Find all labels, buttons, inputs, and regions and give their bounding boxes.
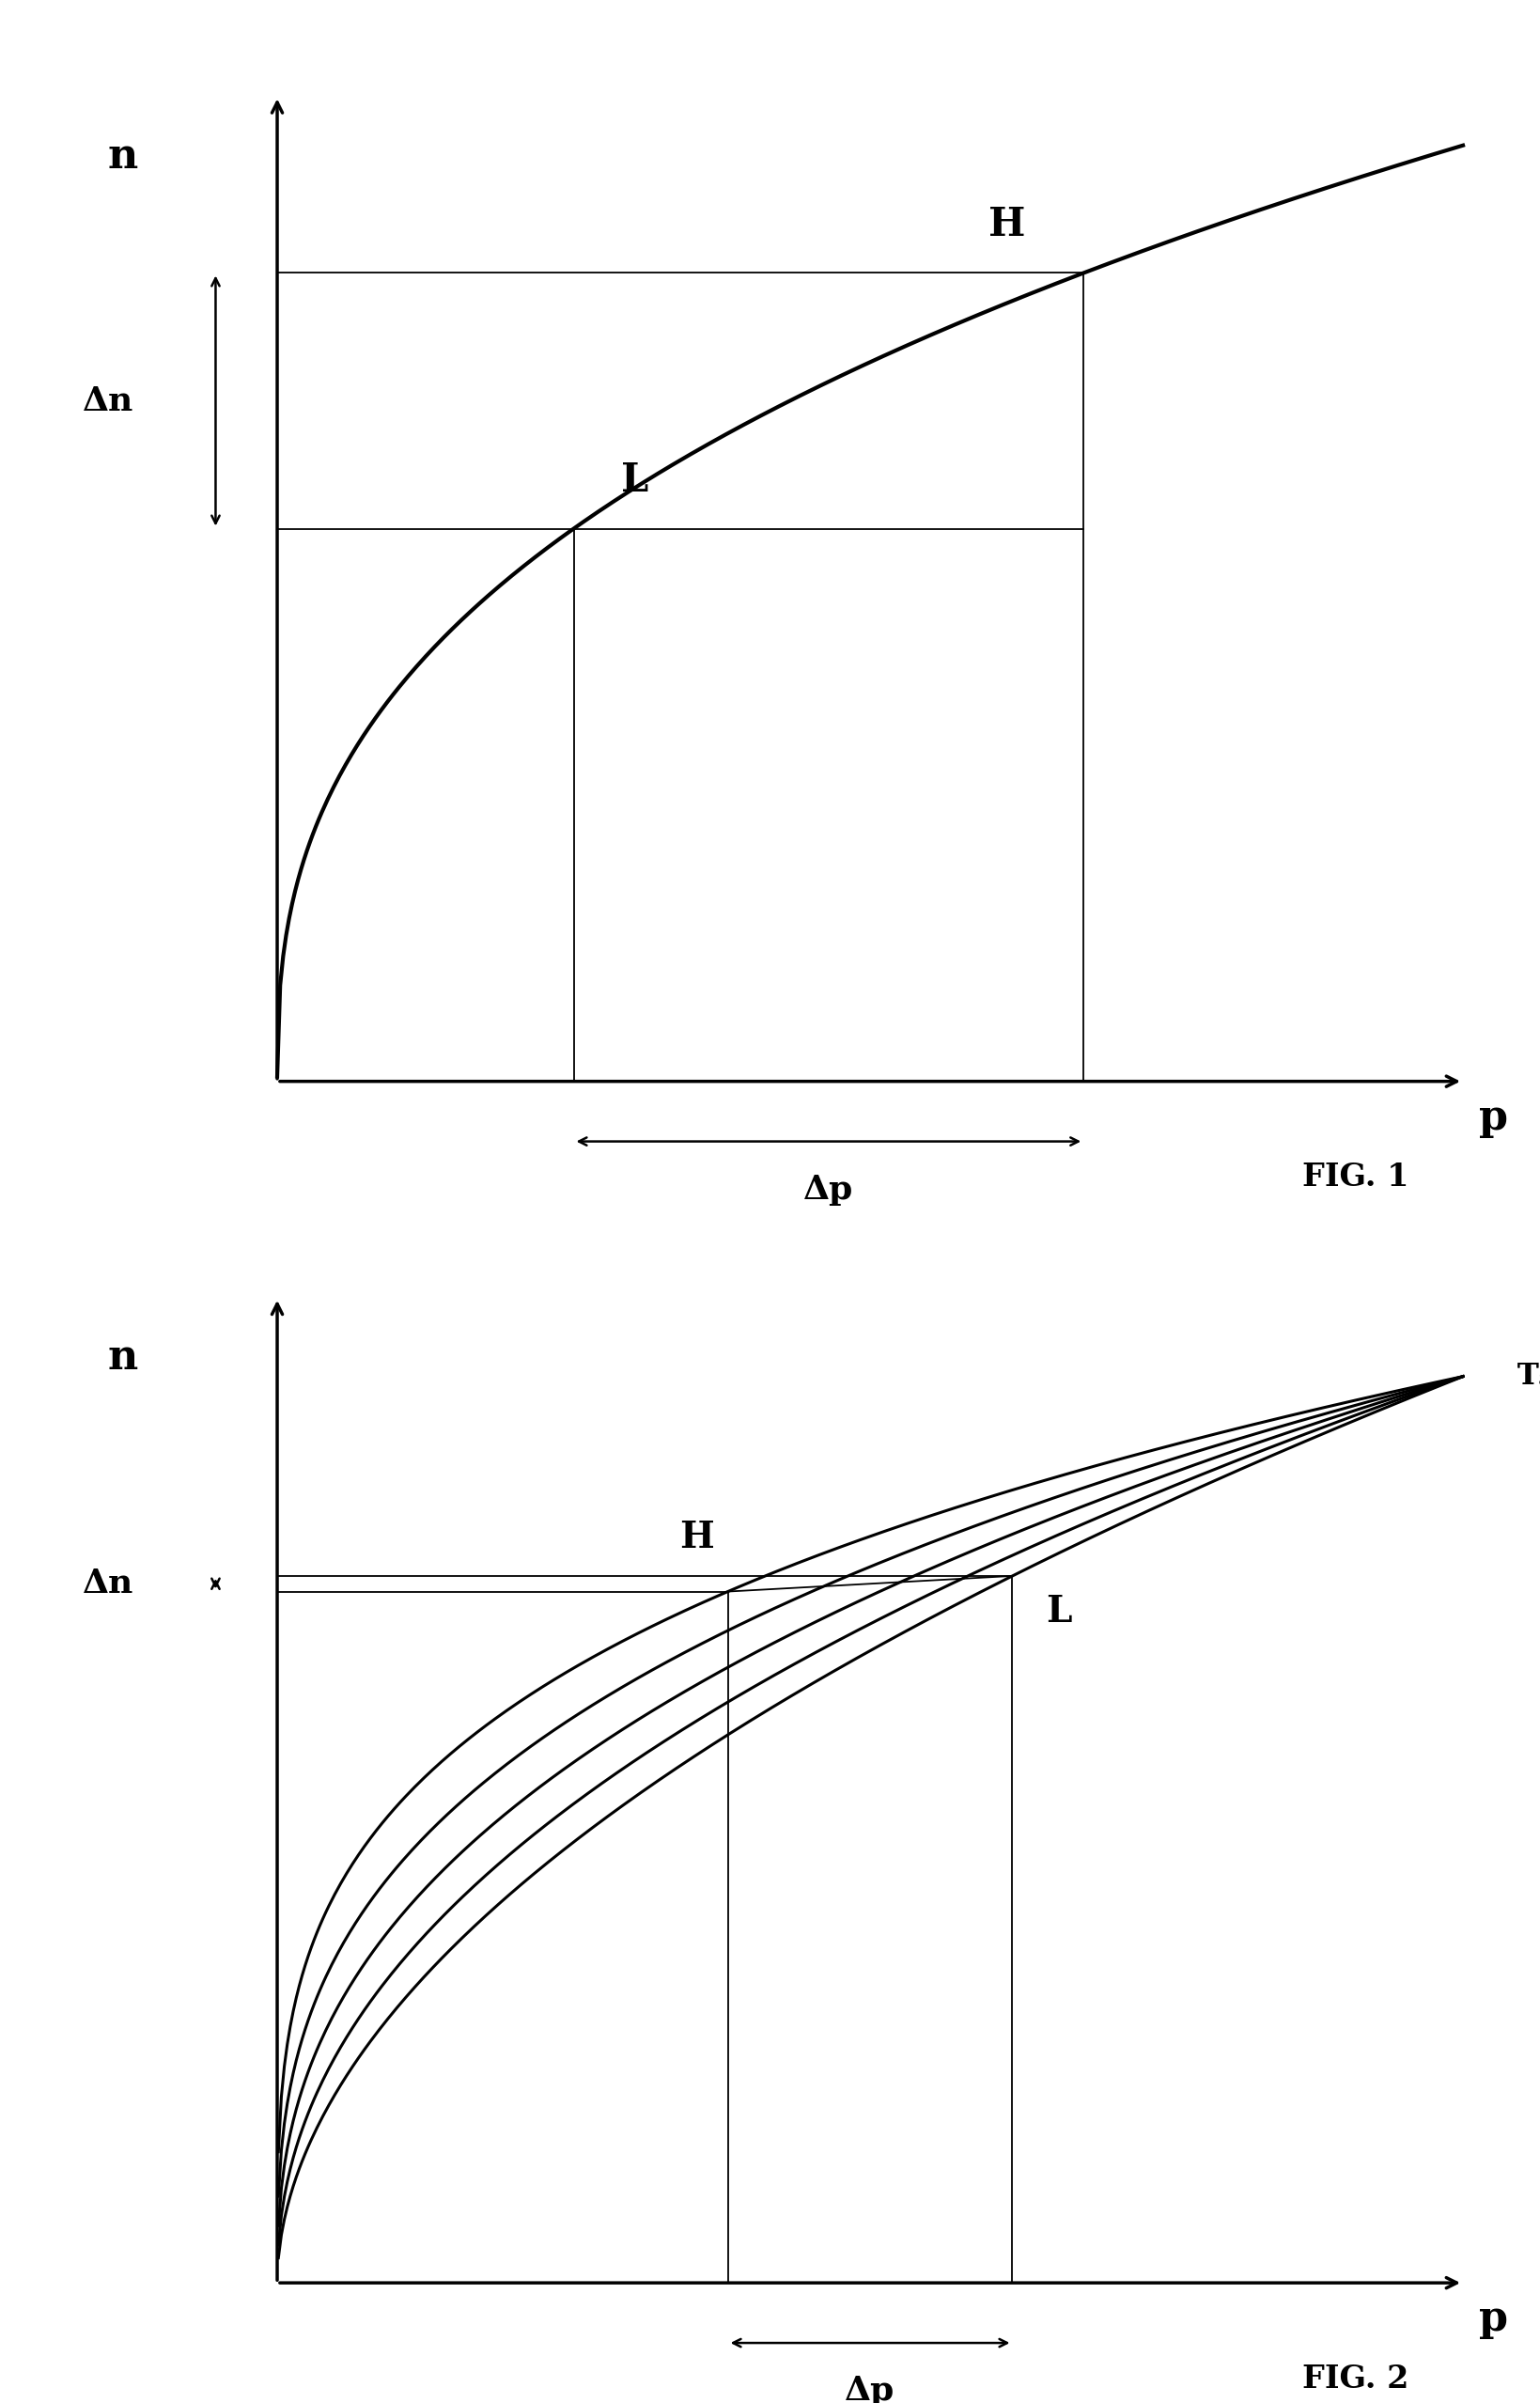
Text: FIG. 1: FIG. 1 (1301, 1163, 1409, 1192)
Text: Δn: Δn (82, 1567, 134, 1600)
Text: n: n (108, 1338, 139, 1377)
Text: n: n (108, 137, 139, 175)
Text: T₁: T₁ (1517, 1363, 1540, 1391)
Text: L: L (1046, 1593, 1072, 1629)
Text: H: H (989, 204, 1026, 245)
Text: p: p (1480, 1098, 1508, 1137)
Text: FIG. 2: FIG. 2 (1301, 2365, 1409, 2393)
Text: Δp: Δp (845, 2374, 895, 2403)
Text: p: p (1480, 2300, 1508, 2338)
Text: Δp: Δp (804, 1173, 853, 1206)
Text: L: L (622, 461, 648, 500)
Text: Δn: Δn (82, 384, 134, 416)
Text: T₅: T₅ (1517, 1363, 1540, 1391)
Text: H: H (679, 1519, 715, 1555)
